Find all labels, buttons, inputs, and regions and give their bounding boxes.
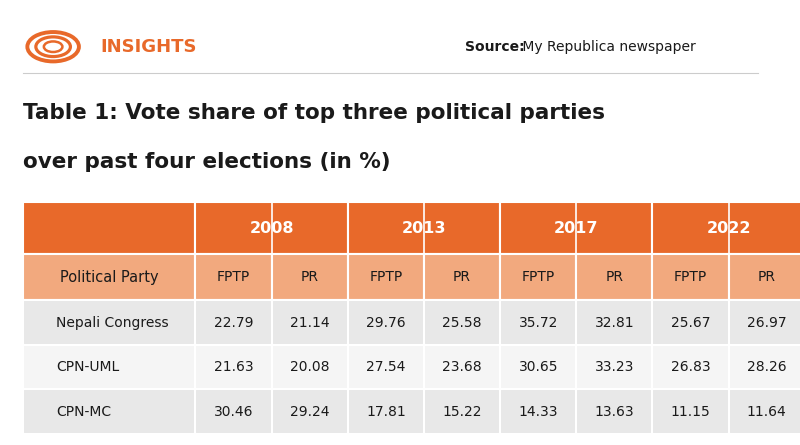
Bar [348,389,424,434]
Text: 32.81: 32.81 [594,316,634,330]
Text: FPTP: FPTP [674,270,707,284]
Bar [23,300,195,345]
Bar [653,300,729,345]
Bar [500,345,576,389]
Text: over past four elections (in %): over past four elections (in %) [23,153,391,172]
Bar [576,300,653,345]
Text: 15.22: 15.22 [442,405,482,419]
Bar [348,300,424,345]
Bar [195,345,271,389]
Text: Source:: Source: [465,40,525,54]
Text: 20.08: 20.08 [290,360,330,374]
Bar [195,300,271,345]
Bar [271,345,348,389]
Text: 23.68: 23.68 [442,360,482,374]
Text: 14.33: 14.33 [518,405,558,419]
Text: 26.97: 26.97 [747,316,786,330]
Bar [271,389,348,434]
Text: 33.23: 33.23 [594,360,634,374]
Text: 28.26: 28.26 [747,360,786,374]
Text: 25.67: 25.67 [671,316,710,330]
Bar [729,345,800,389]
Bar [271,300,348,345]
Text: 13.63: 13.63 [594,405,634,419]
Text: 29.76: 29.76 [366,316,406,330]
Bar [653,389,729,434]
Bar [424,345,500,389]
Bar [576,389,653,434]
Bar [195,202,348,254]
Bar [424,254,500,300]
Text: 2013: 2013 [402,221,446,235]
Bar [653,254,729,300]
Bar [500,389,576,434]
Bar [729,254,800,300]
Bar [576,345,653,389]
Text: 2022: 2022 [706,221,751,235]
Text: 22.79: 22.79 [214,316,253,330]
Bar [271,254,348,300]
Text: Nepali Congress: Nepali Congress [56,316,169,330]
Text: FPTP: FPTP [522,270,555,284]
Bar [653,345,729,389]
Bar [23,389,195,434]
Text: PR: PR [453,270,471,284]
Bar [23,345,195,389]
Bar [500,300,576,345]
Text: 2017: 2017 [554,221,598,235]
Text: 17.81: 17.81 [366,405,406,419]
Text: 26.83: 26.83 [670,360,710,374]
Bar [424,300,500,345]
Bar [348,254,424,300]
Bar [348,345,424,389]
Bar [195,389,271,434]
Text: CPN-MC: CPN-MC [56,405,111,419]
Bar [195,254,271,300]
Bar [23,254,195,300]
Bar [348,202,500,254]
Bar [23,202,195,254]
Text: 30.46: 30.46 [214,405,253,419]
Bar [653,202,800,254]
Text: CPN-UML: CPN-UML [56,360,119,374]
Bar [424,389,500,434]
Text: 27.54: 27.54 [366,360,406,374]
Text: PR: PR [606,270,623,284]
Text: 11.64: 11.64 [747,405,786,419]
Text: 25.58: 25.58 [442,316,482,330]
Bar [576,254,653,300]
Bar [500,254,576,300]
Text: INSIGHTS: INSIGHTS [101,38,198,56]
Text: FPTP: FPTP [217,270,250,284]
Text: 21.14: 21.14 [290,316,330,330]
Text: 11.15: 11.15 [670,405,710,419]
Bar [729,389,800,434]
Text: 2008: 2008 [250,221,294,235]
Text: 35.72: 35.72 [518,316,558,330]
Text: Table 1: Vote share of top three political parties: Table 1: Vote share of top three politic… [23,104,606,123]
Text: 29.24: 29.24 [290,405,330,419]
Text: 21.63: 21.63 [214,360,254,374]
Text: My Republica newspaper: My Republica newspaper [518,40,696,54]
Text: PR: PR [758,270,776,284]
Bar [500,202,653,254]
Bar [729,300,800,345]
Text: PR: PR [301,270,318,284]
Text: 30.65: 30.65 [518,360,558,374]
Text: FPTP: FPTP [369,270,402,284]
Text: Political Party: Political Party [60,270,158,284]
